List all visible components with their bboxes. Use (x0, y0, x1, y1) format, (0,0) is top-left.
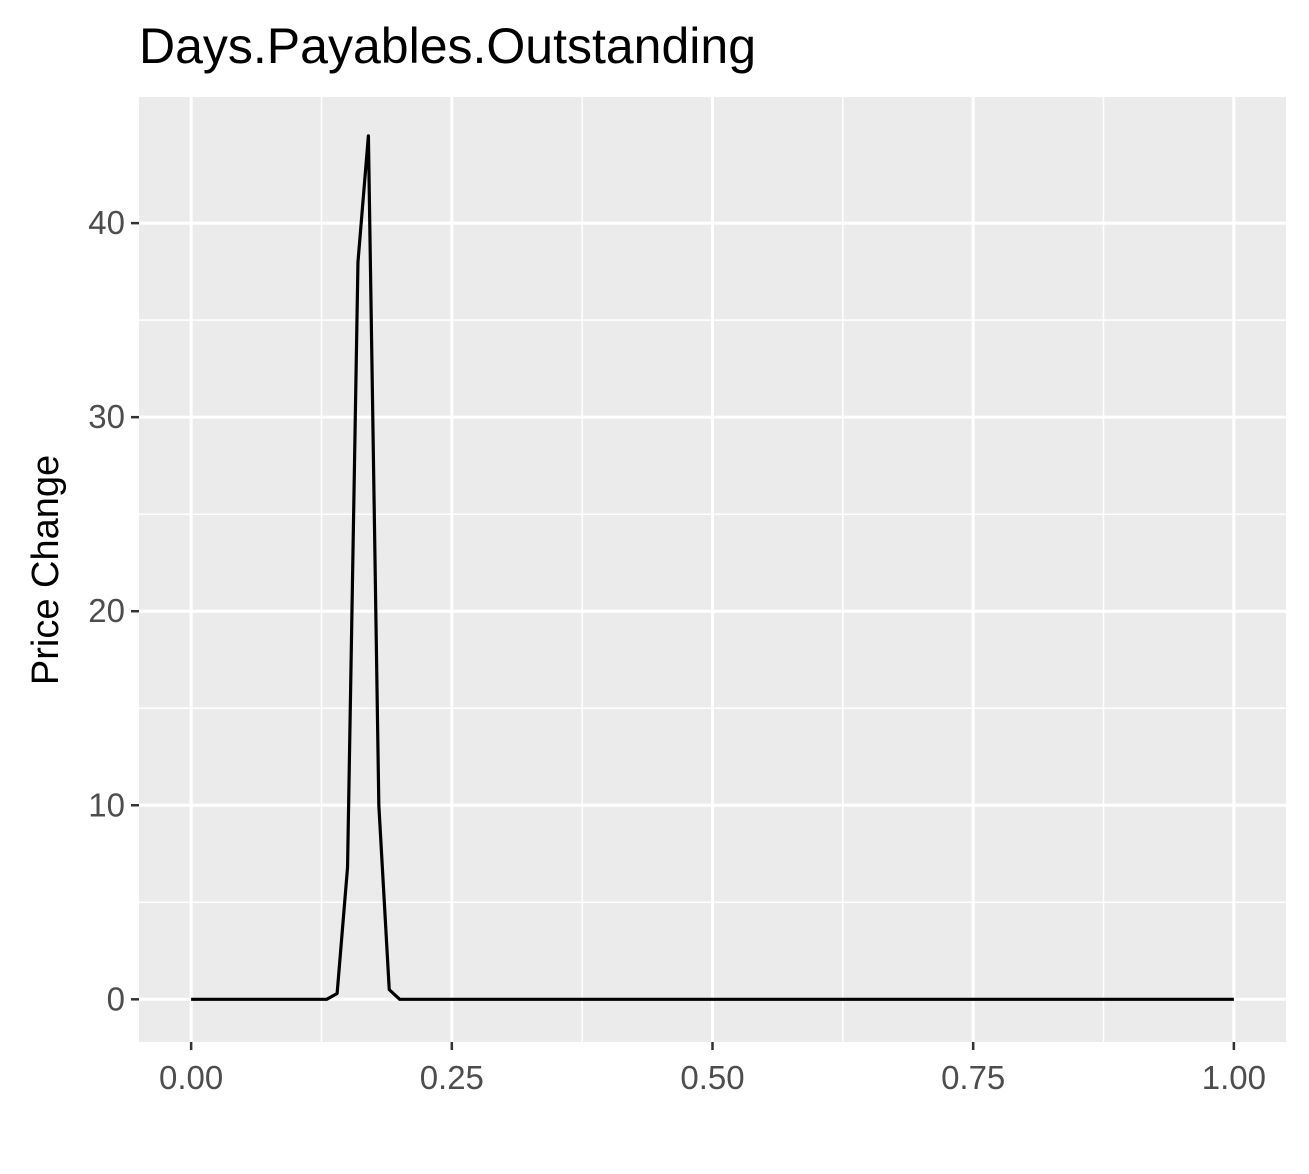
y-tick-label: 20 (88, 592, 125, 629)
y-tick-label: 40 (88, 204, 125, 241)
x-tick-label: 0.25 (420, 1059, 484, 1096)
y-tick-label: 0 (107, 980, 125, 1017)
data-layer (191, 134, 1234, 1001)
y-axis-title: Price Change (25, 455, 67, 685)
x-tick-label: 0.75 (941, 1059, 1005, 1096)
chart-title: Days.Payables.Outstanding (139, 18, 756, 74)
y-tick-label: 30 (88, 398, 125, 435)
x-tick-label: 0.50 (680, 1059, 744, 1096)
x-axis: 0.00 0.25 0.50 0.75 1.00 (159, 1042, 1266, 1096)
grid-major (139, 97, 1286, 1042)
x-tick-label: 1.00 (1202, 1059, 1266, 1096)
y-axis: 0 10 20 30 40 (88, 204, 139, 1017)
series-line (191, 134, 1234, 1001)
x-tick-label: 0.00 (159, 1059, 223, 1096)
y-tick-label: 10 (88, 786, 125, 823)
